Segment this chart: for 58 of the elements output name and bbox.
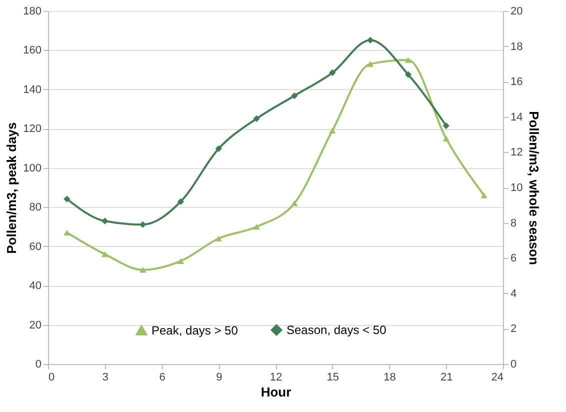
y2-tick-label: 8 [510,217,517,230]
point [329,128,336,134]
y2-tick-label: 10 [510,182,523,194]
point [480,192,488,198]
x-tick-label: 12 [270,372,282,384]
x-tick-label: 24 [491,372,504,384]
y-tick-label: 100 [23,162,42,174]
y-tick-label: 80 [29,202,42,214]
y2-tick-label: 16 [510,76,523,88]
x-axis-title: Hour [260,384,292,400]
x-tick-label: 18 [384,372,396,384]
y-axis-title: Pollen/m3, peak days [4,122,20,254]
y2-tick-label: 4 [510,288,517,300]
y-tick-label: 60 [29,240,42,253]
y-tick-label: 160 [23,44,42,57]
point [442,136,450,142]
legend-label: Season, days < 50 [286,323,387,337]
point [64,196,70,202]
y-tick-label: 120 [23,123,42,136]
y2-tick-label: 6 [510,252,517,265]
point [291,92,298,100]
y2-tick-label: 12 [510,146,523,159]
y-tick-label: 0 [35,358,42,370]
y-tick-label: 20 [29,319,42,332]
legend-label: Peak, days > 50 [152,323,238,338]
y2-tick-label: 18 [510,40,523,53]
point [404,71,412,78]
point [366,61,374,67]
point [139,221,146,228]
y-tick-label: 180 [23,6,42,18]
y-tick-label: 140 [23,84,42,96]
point [102,218,108,224]
y2-axis-title: Pollen/m3, whole season [526,111,542,265]
point [177,198,184,205]
point [442,122,450,130]
point [253,224,260,230]
point [215,145,222,152]
point [177,258,184,264]
point [139,266,146,273]
point [64,230,70,236]
point [291,200,298,206]
point [366,36,374,44]
point [404,57,412,63]
y2-tick-label: 0 [510,358,517,370]
point [253,115,260,122]
point [329,69,336,76]
x-tick-label: 21 [440,372,453,384]
point [102,251,108,258]
x-tick-label: 3 [102,372,108,384]
y2-tick-label: 14 [510,111,523,124]
x-tick-label: 9 [216,372,222,384]
point [215,236,222,242]
x-tick-label: 15 [326,372,339,384]
x-tick-label: 6 [159,372,166,384]
y-tick-label: 40 [29,280,42,292]
y2-tick-label: 20 [510,6,523,18]
y2-tick-label: 2 [510,323,517,336]
x-tick-label: 0 [48,372,55,384]
